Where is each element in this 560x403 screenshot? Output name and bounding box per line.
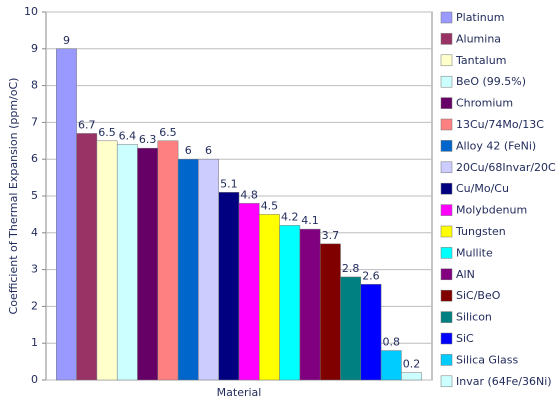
legend-label: SiC/BeO bbox=[456, 289, 501, 302]
bar bbox=[279, 225, 301, 381]
legend-swatch bbox=[440, 182, 453, 195]
bar bbox=[198, 158, 219, 381]
legend-swatch bbox=[440, 354, 453, 366]
data-label: 6.4 bbox=[119, 129, 137, 142]
legend-label: 20Cu/68Invar/20C bbox=[456, 161, 556, 174]
legend-label: Silicon bbox=[456, 311, 492, 324]
bar bbox=[137, 147, 159, 381]
legend-label: BeO (99.5%) bbox=[456, 75, 526, 88]
data-label: 6.5 bbox=[159, 126, 177, 139]
y-tick-label: 0 bbox=[31, 373, 38, 386]
bar bbox=[56, 48, 77, 381]
legend-swatch bbox=[440, 75, 453, 88]
legend-swatch bbox=[440, 289, 453, 302]
data-label: 0.2 bbox=[403, 358, 421, 371]
legend-swatch bbox=[440, 247, 453, 259]
legend-swatch bbox=[440, 54, 453, 67]
legend-label: Mullite bbox=[456, 246, 493, 259]
bar bbox=[177, 158, 199, 381]
bar bbox=[299, 228, 321, 381]
legend-swatch bbox=[440, 268, 453, 281]
y-tick-label: 4 bbox=[31, 226, 38, 239]
legend-label: Platinum bbox=[456, 11, 504, 24]
legend-label: Tantalum bbox=[455, 54, 506, 67]
bar bbox=[259, 214, 280, 381]
data-label: 4.1 bbox=[301, 214, 319, 227]
y-tick-label: 7 bbox=[31, 115, 38, 128]
bar bbox=[319, 243, 341, 381]
data-label: 9 bbox=[63, 34, 70, 47]
data-label: 4.8 bbox=[240, 188, 258, 201]
legend-swatch bbox=[440, 225, 453, 238]
data-label: 2.8 bbox=[342, 262, 360, 275]
legend-label: Silica Glass bbox=[456, 353, 518, 366]
data-label: 4.5 bbox=[261, 199, 279, 212]
data-label: 4.2 bbox=[281, 210, 299, 223]
legend-swatch bbox=[440, 204, 453, 216]
data-label: 2.6 bbox=[362, 269, 380, 282]
x-tick-label: Material bbox=[217, 386, 262, 399]
legend-label: Cu/Mo/Cu bbox=[456, 182, 509, 195]
bar bbox=[76, 133, 98, 381]
legend-label: Alloy 42 (FeNi) bbox=[456, 139, 536, 152]
bar bbox=[401, 372, 422, 381]
legend-swatch bbox=[440, 11, 453, 24]
y-tick-label: 5 bbox=[31, 189, 38, 202]
y-tick-label: 3 bbox=[31, 263, 38, 276]
legend-label: Alumina bbox=[456, 32, 501, 45]
data-label: 5.1 bbox=[220, 177, 238, 190]
bar bbox=[360, 284, 382, 381]
legend-label: AlN bbox=[456, 268, 475, 281]
bar bbox=[157, 140, 179, 381]
y-axis-label: Coefficient of Thermal Expansion (ppm/oC… bbox=[7, 78, 20, 315]
legend-label: Molybdenum bbox=[456, 204, 527, 217]
legend-label: Chromium bbox=[456, 97, 513, 110]
legend-swatch bbox=[440, 33, 453, 45]
legend-swatch bbox=[440, 118, 453, 131]
data-label: 6.5 bbox=[98, 126, 116, 139]
legend-swatch bbox=[440, 97, 453, 109]
data-label: 3.7 bbox=[322, 229, 340, 242]
y-tick-label: 2 bbox=[31, 299, 38, 312]
legend-swatch bbox=[440, 375, 453, 388]
legend-swatch bbox=[440, 140, 453, 152]
y-tick-label: 9 bbox=[31, 42, 38, 55]
bar bbox=[96, 140, 118, 381]
legend-label: 13Cu/74Mo/13C bbox=[456, 118, 544, 131]
data-label: 6.7 bbox=[78, 118, 96, 131]
legend-label: SiC bbox=[456, 332, 474, 345]
y-tick-label: 10 bbox=[24, 5, 38, 18]
y-tick-label: 1 bbox=[31, 336, 38, 349]
bar bbox=[218, 192, 240, 381]
legend-swatch bbox=[440, 332, 453, 345]
data-label: 0.8 bbox=[383, 336, 401, 349]
y-tick-label: 6 bbox=[31, 152, 38, 165]
data-label: 6.3 bbox=[139, 133, 157, 146]
bar bbox=[238, 203, 260, 381]
legend-label: Invar (64Fe/36Ni) bbox=[456, 375, 552, 388]
bar bbox=[116, 144, 138, 381]
legend-swatch bbox=[440, 161, 453, 174]
data-label: 6 bbox=[185, 144, 192, 157]
legend-label: Tungsten bbox=[455, 225, 506, 238]
y-tick-label: 8 bbox=[31, 79, 38, 92]
bar bbox=[340, 276, 362, 381]
data-label: 6 bbox=[205, 144, 212, 157]
bar bbox=[380, 350, 402, 381]
legend-swatch bbox=[440, 311, 453, 323]
